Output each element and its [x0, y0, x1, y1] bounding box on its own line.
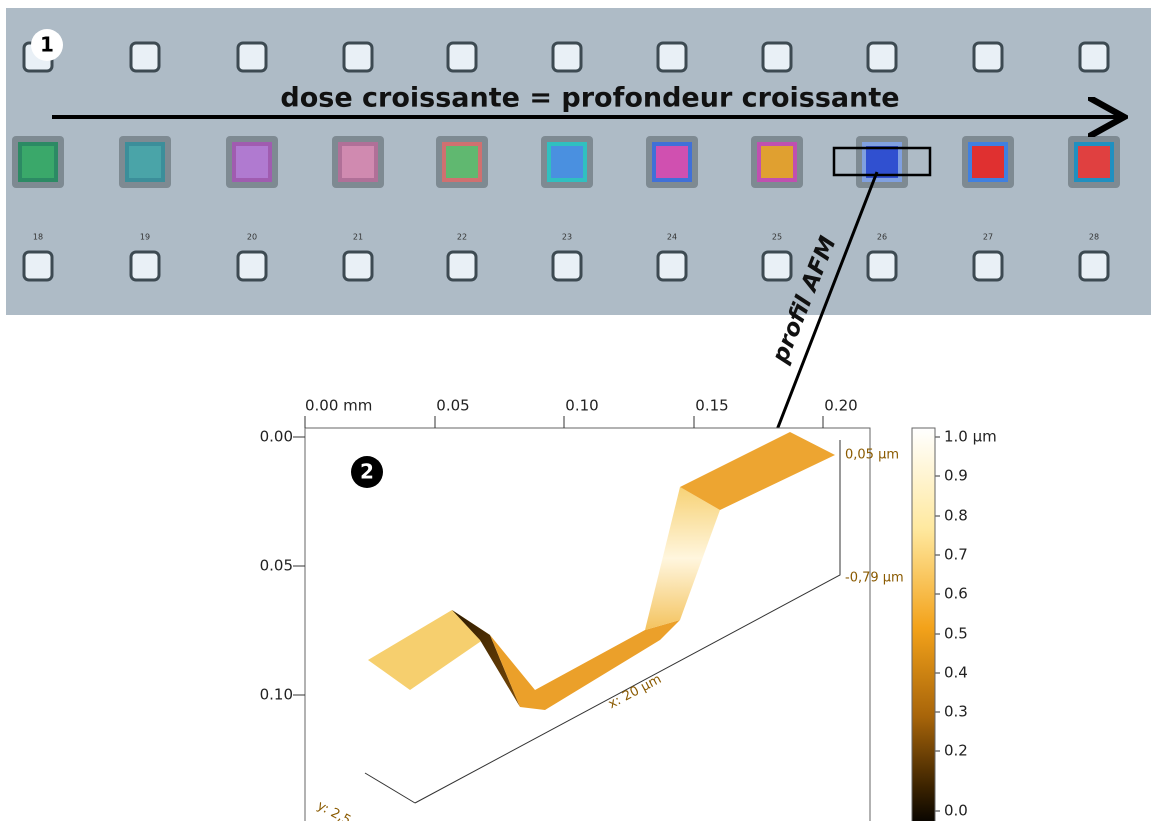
pad — [656, 41, 688, 73]
pad-label: 19 — [140, 233, 150, 242]
dose-pad-core — [232, 142, 272, 182]
pad-label: 18 — [33, 233, 43, 242]
pad — [1078, 41, 1110, 73]
colorbar-label: 0.0 — [944, 802, 968, 820]
marker-circle — [31, 29, 63, 61]
colorbar — [911, 427, 936, 821]
dose-pad-core — [125, 142, 165, 182]
right-plateau — [680, 432, 835, 510]
z-label: 0,05 µm — [845, 448, 899, 463]
dose-pad-core — [442, 142, 482, 182]
dose-pad-core — [18, 142, 58, 182]
colorbar-label: 0.8 — [944, 507, 968, 525]
pad — [761, 250, 793, 282]
afm-frame — [304, 427, 871, 821]
pad-label: 26 — [877, 233, 887, 242]
dose-pad-core — [757, 142, 797, 182]
pad — [972, 250, 1004, 282]
pad — [446, 41, 478, 73]
pad — [866, 41, 898, 73]
colorbar-label: 0.4 — [944, 664, 968, 682]
marker-circle — [351, 456, 383, 488]
marker-1: 1 — [40, 33, 54, 57]
dose-pad-core — [338, 142, 378, 182]
top-tick-label: 0.20 — [824, 397, 857, 415]
top-tick-label: 0.10 — [565, 397, 598, 415]
left-tick-label: 0.10 — [260, 686, 293, 704]
pad — [972, 41, 1004, 73]
pad — [656, 250, 688, 282]
pad — [551, 250, 583, 282]
top-tick-label: 0.00 mm — [305, 397, 372, 415]
pad — [1078, 250, 1110, 282]
marker-2: 2 — [360, 460, 374, 484]
afm-box-axes — [364, 440, 841, 804]
left-tick-label: 0.00 — [260, 428, 293, 446]
profile-arrow — [763, 171, 879, 466]
pad-label: 21 — [353, 233, 363, 242]
pad — [236, 250, 268, 282]
pad — [129, 41, 161, 73]
afm-ticks: 0.00 mm 0.05 0.10 0.15 0.20 0.00 0.05 0.10 1.0 µ… — [260, 397, 997, 820]
pad-grid: 18 19 20 21 22 23 24 25 26 27 28 — [12, 41, 1120, 282]
arrow-label: dose croissante = profondeur croissante — [280, 83, 899, 114]
top-tick-label: 0.15 — [695, 397, 728, 415]
pad — [236, 41, 268, 73]
pad-label: 23 — [562, 233, 572, 242]
pad — [551, 41, 583, 73]
colorbar-label: 0.6 — [944, 585, 968, 603]
pad — [129, 250, 161, 282]
pad — [22, 250, 54, 282]
pad-label: 25 — [772, 233, 782, 242]
left-plateau — [368, 610, 490, 690]
pad — [342, 250, 374, 282]
dose-pad-core — [652, 142, 692, 182]
top-tick-label: 0.05 — [436, 397, 469, 415]
left-tick-label: 0.05 — [260, 557, 293, 575]
colorbar-label: 1.0 µm — [944, 428, 997, 446]
colorbar-label: 0.7 — [944, 546, 968, 564]
pad-label: 27 — [983, 233, 993, 242]
pad — [761, 41, 793, 73]
colorbar-label: 0.2 — [944, 742, 968, 760]
dose-pad-core — [968, 142, 1008, 182]
colorbar-label: 0.5 — [944, 625, 968, 643]
right-wall — [645, 487, 720, 630]
profile-box — [832, 146, 932, 177]
dose-pad-core — [1074, 142, 1114, 182]
colorbar-label: 0.3 — [944, 703, 968, 721]
pad-label: 22 — [457, 233, 467, 242]
pad — [342, 41, 374, 73]
pad — [866, 250, 898, 282]
trough — [490, 620, 680, 710]
pad — [446, 250, 478, 282]
pad-label: 20 — [247, 233, 257, 242]
dose-pad-core — [547, 142, 587, 182]
pad-label: 28 — [1089, 233, 1099, 242]
pad-label: 24 — [667, 233, 677, 242]
z-label: -0,79 µm — [845, 571, 904, 586]
colorbar-label: 0.9 — [944, 467, 968, 485]
